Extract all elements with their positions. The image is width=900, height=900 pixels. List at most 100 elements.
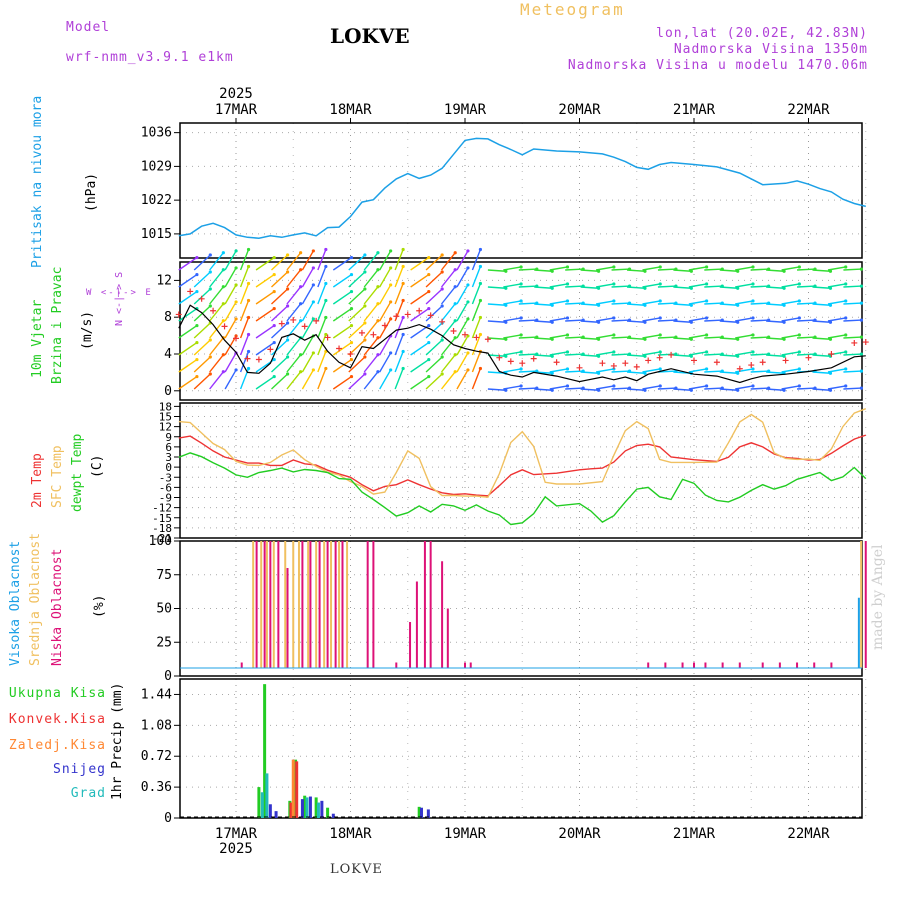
wind-arrow xyxy=(503,300,522,305)
legend-grad: Grad xyxy=(70,786,106,801)
wind-gust-mark xyxy=(759,359,766,366)
wind-arrow-head xyxy=(246,247,251,252)
wind-arrow xyxy=(224,318,237,339)
wind-arrow xyxy=(827,334,846,339)
wind-arrow-head xyxy=(466,266,470,270)
wind-arrow xyxy=(750,336,769,339)
wind-arrow-head xyxy=(363,372,367,376)
wind-arrow-head xyxy=(519,367,523,371)
wind-arrow-head xyxy=(299,268,303,272)
wind-arrow xyxy=(178,376,198,390)
precip-bar xyxy=(320,800,324,818)
wind-arrow-head xyxy=(797,350,801,354)
wind-arrow xyxy=(224,369,237,390)
wind-arrow-head xyxy=(478,298,483,303)
precip-bar xyxy=(305,797,309,818)
wind-arrow-head xyxy=(401,281,405,286)
wind-arrow-head xyxy=(389,351,393,355)
wind-arrow xyxy=(549,317,568,322)
y-tick-label: 1022 xyxy=(141,193,172,208)
wind-arrow-head xyxy=(376,268,380,272)
precip-bar xyxy=(326,807,330,818)
wind-arrow-head xyxy=(466,300,470,304)
wind-arrow xyxy=(735,385,754,390)
wind-arrow-head xyxy=(363,338,367,342)
wind-arrow-head xyxy=(311,266,315,270)
precip-bar xyxy=(291,759,295,818)
wind-arrow-head xyxy=(797,384,801,388)
wind-arrow xyxy=(348,271,366,288)
wind-arrow xyxy=(827,283,846,288)
wind-arrow-head xyxy=(401,349,405,354)
wind-arrow xyxy=(363,252,379,271)
wind-arrow xyxy=(843,268,862,271)
precip-bar xyxy=(314,797,318,818)
wind-arrow-head xyxy=(565,384,570,388)
wind-arrow xyxy=(781,266,800,271)
wind-arrow-head xyxy=(376,285,380,289)
wind-arrow xyxy=(812,371,831,374)
wind-arrow xyxy=(657,336,676,339)
wind-arrow-head xyxy=(565,333,570,337)
wind-gust-mark xyxy=(862,339,869,346)
wind-arrow-head xyxy=(597,354,601,358)
wind-arrow-head xyxy=(751,350,755,354)
wind-arrow xyxy=(224,250,237,271)
wind-arrow xyxy=(193,288,211,305)
wind-arrow-head xyxy=(272,323,276,328)
wind-arrow-head xyxy=(751,282,755,286)
wind-arrow xyxy=(827,300,846,305)
wind-arrow xyxy=(363,286,379,305)
wind-arrow xyxy=(657,353,676,356)
wind-arrow-head xyxy=(859,352,864,356)
wind-arrow xyxy=(704,268,723,271)
wind-arrow xyxy=(595,317,614,322)
wind-arrow xyxy=(657,319,676,322)
wind-arrow-head xyxy=(597,286,601,290)
wind-arrow xyxy=(317,334,327,356)
wind-arrow xyxy=(735,351,754,356)
wind-arrow xyxy=(332,257,352,271)
wind-arrow-head xyxy=(797,282,801,286)
wind-arrow-head xyxy=(844,299,848,303)
wind-arrow-head xyxy=(844,367,848,371)
wind-arrow xyxy=(518,353,537,356)
wind-arrow xyxy=(580,354,599,357)
wind-arrow xyxy=(379,267,392,288)
wind-arrow xyxy=(286,252,302,271)
wind-arrow xyxy=(239,351,250,373)
wind-arrow-head xyxy=(208,338,212,342)
wind-arrow xyxy=(394,351,404,373)
wind-arrow xyxy=(766,371,785,374)
y-tick-label: 75 xyxy=(156,568,172,583)
wind-arrow xyxy=(301,250,314,271)
wind-gust-mark xyxy=(782,357,789,364)
wind-arrow-head xyxy=(859,369,864,373)
wind-arrow xyxy=(410,342,430,356)
wind-arrow-head xyxy=(643,286,647,290)
wind-arrow xyxy=(704,336,723,339)
wind-arrow-head xyxy=(844,333,848,337)
wind-arrow xyxy=(487,286,506,289)
wind-arrow-head xyxy=(612,282,616,286)
wind-arrow xyxy=(363,354,379,373)
wind-arrow-head xyxy=(272,306,276,311)
wind-arrow xyxy=(332,274,352,288)
wind-arrow xyxy=(209,252,224,271)
legend-konvek: Konvek.Kisa xyxy=(8,712,106,727)
y-tick-label: 12 xyxy=(159,421,172,434)
wind-arrow xyxy=(688,283,707,288)
wind-arrow-head xyxy=(440,338,444,342)
wind-arrow-head xyxy=(427,272,431,277)
wind-arrow xyxy=(549,300,568,305)
precip-bar xyxy=(419,807,423,818)
wind-arrow xyxy=(271,305,289,322)
wind-arrow-head xyxy=(466,283,470,287)
wind-arrow-head xyxy=(704,367,709,371)
wind-gust-mark xyxy=(370,331,377,338)
wind-arrow xyxy=(673,269,692,272)
wind-arrow xyxy=(611,387,630,390)
wind-arrow xyxy=(673,320,692,323)
y-tick-label: -12 xyxy=(152,502,172,515)
wind-arrow xyxy=(317,368,327,390)
